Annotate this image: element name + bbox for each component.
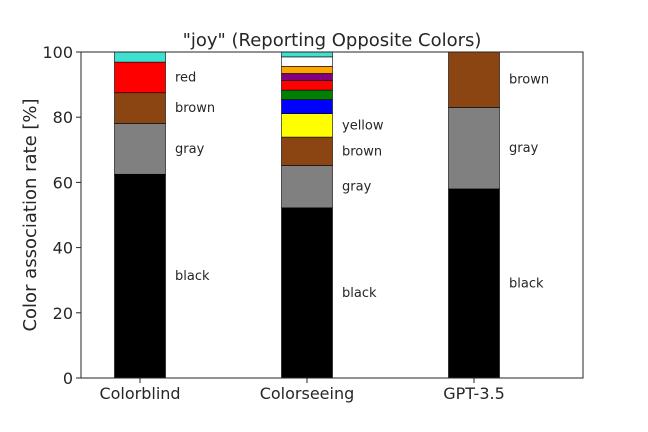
segment-label-yellow: yellow <box>342 118 384 133</box>
bar-segment-colorseeing-blue <box>281 99 333 114</box>
y-tick-label: 80 <box>53 108 73 127</box>
segment-label-gray: gray <box>342 180 372 195</box>
y-tick-label: 60 <box>53 173 73 192</box>
segment-label-black: black <box>175 269 210 284</box>
segment-label-gray: gray <box>509 141 539 156</box>
bar-segment-colorseeing-purple <box>281 73 333 81</box>
bar-segment-colorblind-gray <box>114 123 166 175</box>
segment-labels-group: black gray brown red black gray brown yellow bla… <box>175 70 549 300</box>
y-axis-label: Color association rate [%] <box>20 98 41 331</box>
y-tick-label: 0 <box>63 369 73 388</box>
bar-segment-colorblind-turquoise <box>114 51 166 63</box>
x-axis-ticks: Colorblind Colorseeing GPT-3.5 <box>99 378 505 403</box>
segment-label-black: black <box>509 276 544 291</box>
chart-title: "joy" (Reporting Opposite Colors) <box>183 30 482 51</box>
y-tick-label: 20 <box>53 304 73 323</box>
bars-group <box>114 51 500 379</box>
bar-segment-colorseeing-orange <box>281 66 333 74</box>
bar-segment-colorseeing-yellow <box>281 113 333 138</box>
segment-label-red: red <box>175 70 196 85</box>
bar-segment-colorseeing-black <box>281 207 333 379</box>
segment-label-black: black <box>342 286 377 301</box>
bar-segment-colorseeing-green <box>281 89 333 100</box>
segment-label-brown: brown <box>342 144 382 159</box>
y-axis-ticks: 0 20 40 60 80 100 <box>42 43 81 388</box>
x-tick-label: Colorseeing <box>260 384 355 403</box>
bar-segment-colorseeing-turquoise <box>281 51 333 58</box>
bar-segment-colorblind-red <box>114 61 166 94</box>
segment-label-brown: brown <box>175 101 215 116</box>
bar-segment-colorseeing-white <box>281 56 333 67</box>
x-tick-label: GPT-3.5 <box>443 384 505 403</box>
bar-segment-colorseeing-gray <box>281 165 333 209</box>
bar-segment-gpt-3-5-black <box>448 188 500 379</box>
y-tick-label: 40 <box>53 239 73 258</box>
bar-segment-colorblind-brown <box>114 92 166 124</box>
bar-segment-colorseeing-red <box>281 80 333 91</box>
plot-frame <box>80 51 584 379</box>
bar-segment-colorseeing-brown <box>281 136 333 166</box>
bar-segment-gpt-3-5-gray <box>448 107 500 190</box>
segment-label-brown: brown <box>509 73 549 88</box>
bar-segment-gpt-3-5-brown <box>448 51 500 108</box>
bar-segment-colorblind-black <box>114 173 166 379</box>
y-tick-label: 100 <box>42 43 73 62</box>
x-tick-label: Colorblind <box>99 384 180 403</box>
segment-label-gray: gray <box>175 142 205 157</box>
